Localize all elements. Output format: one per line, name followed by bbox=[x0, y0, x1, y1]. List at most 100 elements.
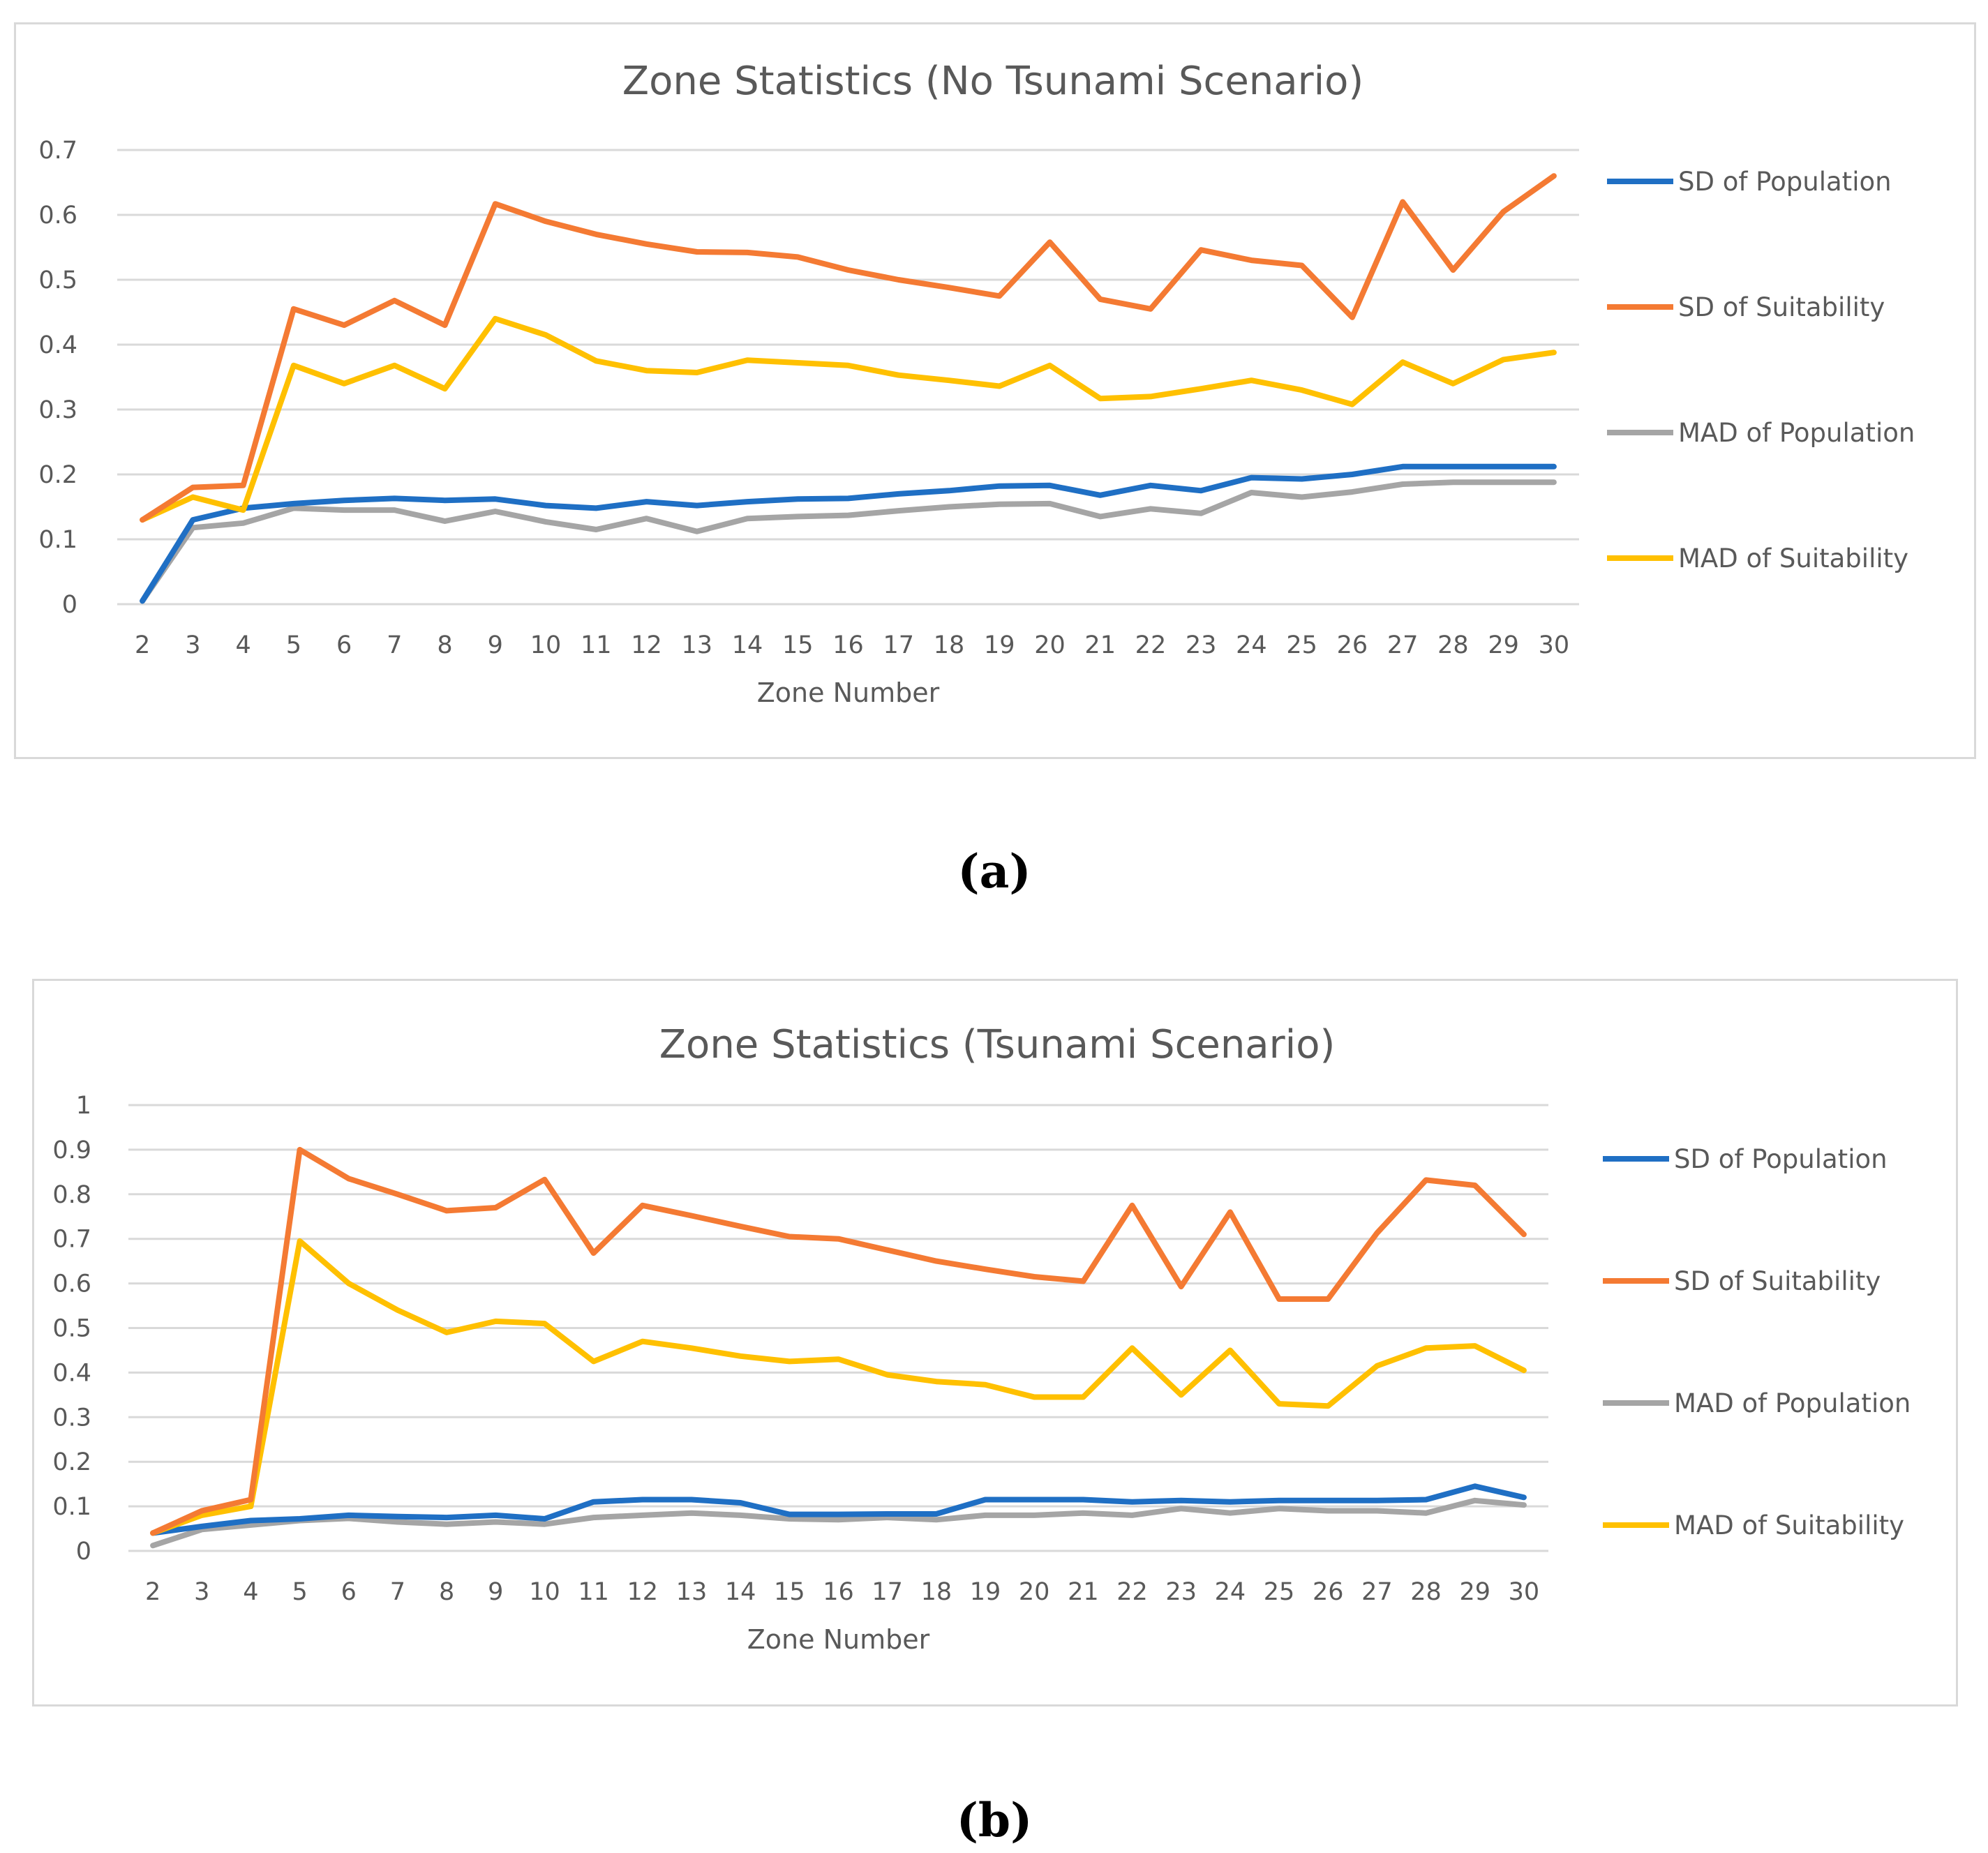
x-tick-label: 10 bbox=[530, 631, 562, 659]
x-tick-label: 27 bbox=[1387, 631, 1419, 659]
x-tick-label: 29 bbox=[1488, 631, 1519, 659]
x-tick-label: 4 bbox=[243, 1578, 258, 1606]
y-tick-label: 0.9 bbox=[52, 1136, 91, 1164]
y-tick-label: 0.8 bbox=[52, 1181, 91, 1209]
chart-panel-a: Zone Statistics (No Tsunami Scenario) 0 0.… bbox=[14, 22, 1976, 759]
series-line-sd-of-population bbox=[150, 1483, 1527, 1536]
y-tick-label: 0.2 bbox=[38, 461, 77, 489]
x-tick-label: 15 bbox=[782, 631, 814, 659]
x-tick-label: 25 bbox=[1264, 1578, 1295, 1606]
x-tick-label: 30 bbox=[1539, 631, 1570, 659]
x-tick-label: 16 bbox=[832, 631, 864, 659]
x-tick-label: 19 bbox=[984, 631, 1015, 659]
x-tick-label: 3 bbox=[185, 631, 200, 659]
legend-label: MAD of Population bbox=[1674, 1388, 1911, 1418]
y-tick-label: 0.3 bbox=[52, 1404, 91, 1432]
chart-a-svg: Zone Statistics (No Tsunami Scenario) 0 0.… bbox=[38, 59, 1915, 708]
x-tick-label: 17 bbox=[872, 1578, 903, 1606]
x-tick-label: 14 bbox=[732, 631, 763, 659]
x-tick-label: 5 bbox=[292, 1578, 307, 1606]
x-tick-label: 29 bbox=[1459, 1578, 1490, 1606]
y-tick-label: 0.2 bbox=[52, 1448, 91, 1476]
x-tick-label: 19 bbox=[970, 1578, 1001, 1606]
x-tick-label: 9 bbox=[488, 631, 503, 659]
x-tick-label: 27 bbox=[1361, 1578, 1393, 1606]
y-tick-label: 0.4 bbox=[38, 331, 77, 359]
legend-label: SD of Suitability bbox=[1674, 1266, 1881, 1296]
x-tick-label: 26 bbox=[1313, 1578, 1344, 1606]
x-tick-label: 5 bbox=[286, 631, 301, 659]
x-tick-label: 21 bbox=[1084, 631, 1116, 659]
x-tick-label: 11 bbox=[578, 1578, 609, 1606]
legend-label: SD of Suitability bbox=[1678, 292, 1885, 322]
y-tick-label: 0.7 bbox=[38, 137, 77, 165]
x-tick-label: 3 bbox=[194, 1578, 209, 1606]
x-axis-label: Zone Number bbox=[757, 677, 940, 708]
x-tick-label: 12 bbox=[627, 1578, 659, 1606]
x-tick-label: 30 bbox=[1509, 1578, 1540, 1606]
x-tick-label: 8 bbox=[437, 631, 452, 659]
x-tick-label: 4 bbox=[235, 631, 251, 659]
x-tick-label: 25 bbox=[1286, 631, 1317, 659]
legend-label: SD of Population bbox=[1678, 167, 1892, 197]
y-tick-label: 0.5 bbox=[52, 1315, 91, 1343]
chart-title: Zone Statistics (Tsunami Scenario) bbox=[659, 1022, 1336, 1067]
x-axis-label: Zone Number bbox=[747, 1624, 930, 1655]
x-tick-label: 23 bbox=[1165, 1578, 1197, 1606]
y-tick-label: 0.5 bbox=[38, 267, 77, 294]
x-tick-label: 10 bbox=[529, 1578, 560, 1606]
y-tick-label: 0.6 bbox=[52, 1270, 91, 1298]
series-line-mad-of-suitability bbox=[140, 315, 1557, 523]
x-tick-label: 7 bbox=[387, 631, 402, 659]
legend-label: MAD of Population bbox=[1678, 418, 1915, 448]
y-tick-label: 0.6 bbox=[38, 202, 77, 230]
x-tick-label: 20 bbox=[1034, 631, 1066, 659]
x-tick-label: 9 bbox=[488, 1578, 503, 1606]
x-tick-label: 12 bbox=[631, 631, 662, 659]
x-tick-label: 24 bbox=[1236, 631, 1267, 659]
y-tick-label: 0.1 bbox=[38, 526, 77, 554]
series-line-sd-of-suitability bbox=[140, 173, 1557, 523]
x-tick-label: 8 bbox=[439, 1578, 454, 1606]
series-line-sd-of-population bbox=[140, 463, 1557, 604]
legend-label: SD of Population bbox=[1674, 1144, 1888, 1174]
chart-b-svg: Zone Statistics (Tsunami Scenario) 0 0.1 0.… bbox=[52, 1022, 1911, 1655]
x-tick-label: 14 bbox=[725, 1578, 756, 1606]
x-tick-label: 2 bbox=[145, 1578, 160, 1606]
x-tick-label: 11 bbox=[581, 631, 612, 659]
x-tick-label: 7 bbox=[390, 1578, 405, 1606]
x-tick-label: 18 bbox=[921, 1578, 952, 1606]
x-tick-label: 17 bbox=[883, 631, 914, 659]
x-tick-label: 2 bbox=[135, 631, 150, 659]
y-tick-label: 0.3 bbox=[38, 396, 77, 424]
x-tick-label: 6 bbox=[341, 1578, 357, 1606]
series-line-mad-of-population bbox=[140, 479, 1557, 604]
y-tick-label: 0.1 bbox=[52, 1493, 91, 1521]
x-tick-label: 18 bbox=[934, 631, 965, 659]
y-tick-label: 0.4 bbox=[52, 1359, 91, 1387]
x-tick-label: 21 bbox=[1068, 1578, 1099, 1606]
x-tick-label: 28 bbox=[1410, 1578, 1442, 1606]
x-tick-label: 13 bbox=[682, 631, 713, 659]
y-tick-label: 1 bbox=[76, 1092, 91, 1120]
caption-b: (b) bbox=[956, 1793, 1033, 1847]
x-tick-label: 6 bbox=[336, 631, 352, 659]
y-tick-label: 0 bbox=[62, 591, 77, 619]
x-tick-label: 28 bbox=[1437, 631, 1469, 659]
caption-a: (a) bbox=[957, 844, 1031, 899]
x-tick-label: 15 bbox=[774, 1578, 805, 1606]
x-tick-label: 26 bbox=[1337, 631, 1368, 659]
y-tick-label: 0 bbox=[76, 1538, 91, 1566]
chart-panel-b: Zone Statistics (Tsunami Scenario) 0 0.1 0.… bbox=[32, 979, 1958, 1706]
series-line-sd-of-suitability bbox=[150, 1146, 1527, 1536]
y-tick-label: 0.7 bbox=[52, 1226, 91, 1254]
series-line-mad-of-suitability bbox=[150, 1238, 1527, 1536]
x-tick-label: 23 bbox=[1186, 631, 1217, 659]
series-line-mad-of-population bbox=[150, 1497, 1527, 1549]
x-tick-label: 24 bbox=[1215, 1578, 1246, 1606]
x-tick-label: 13 bbox=[676, 1578, 708, 1606]
x-tick-label: 16 bbox=[823, 1578, 854, 1606]
x-tick-label: 22 bbox=[1116, 1578, 1148, 1606]
chart-title: Zone Statistics (No Tsunami Scenario) bbox=[622, 59, 1364, 104]
x-tick-label: 22 bbox=[1135, 631, 1167, 659]
